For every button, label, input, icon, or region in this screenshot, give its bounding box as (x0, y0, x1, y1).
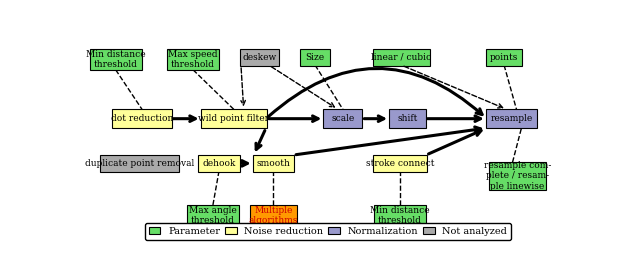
Text: resample com-
plete / resam-
ple linewise: resample com- plete / resam- ple linewis… (484, 161, 551, 191)
FancyBboxPatch shape (90, 49, 141, 70)
FancyBboxPatch shape (167, 49, 219, 70)
Text: Size: Size (305, 53, 324, 62)
FancyBboxPatch shape (113, 109, 172, 129)
Text: Min distance
threshold: Min distance threshold (370, 206, 429, 225)
FancyBboxPatch shape (100, 155, 179, 172)
Text: shift: shift (397, 114, 417, 123)
FancyBboxPatch shape (373, 155, 427, 172)
FancyBboxPatch shape (187, 205, 239, 226)
Text: resample: resample (490, 114, 532, 123)
Text: dot reduction: dot reduction (111, 114, 173, 123)
FancyBboxPatch shape (200, 109, 267, 129)
FancyBboxPatch shape (323, 109, 362, 129)
Text: smooth: smooth (257, 159, 291, 168)
FancyBboxPatch shape (240, 49, 279, 66)
Text: stroke connect: stroke connect (365, 159, 434, 168)
Text: dehook: dehook (202, 159, 236, 168)
FancyBboxPatch shape (250, 205, 297, 226)
FancyBboxPatch shape (198, 155, 240, 172)
FancyBboxPatch shape (300, 49, 330, 66)
FancyBboxPatch shape (486, 109, 538, 129)
FancyBboxPatch shape (373, 49, 429, 66)
Text: duplicate point removal: duplicate point removal (85, 159, 194, 168)
FancyBboxPatch shape (253, 155, 294, 172)
FancyBboxPatch shape (489, 162, 546, 190)
Text: wild point filter: wild point filter (198, 114, 269, 123)
Text: Min distance
threshold: Min distance threshold (86, 50, 145, 69)
FancyBboxPatch shape (486, 49, 522, 66)
Text: Max angle
threshold: Max angle threshold (189, 206, 237, 225)
Text: Max speed
threshold: Max speed threshold (168, 50, 218, 69)
Text: Multiple
algorithms: Multiple algorithms (249, 206, 298, 225)
FancyBboxPatch shape (374, 205, 426, 226)
Text: deskew: deskew (243, 53, 276, 62)
Text: points: points (490, 53, 518, 62)
Text: scale: scale (332, 114, 355, 123)
FancyBboxPatch shape (389, 109, 426, 129)
Legend: Parameter, Noise reduction, Normalization, Not analyzed: Parameter, Noise reduction, Normalizatio… (145, 223, 511, 239)
Text: linear / cubic: linear / cubic (371, 53, 431, 62)
